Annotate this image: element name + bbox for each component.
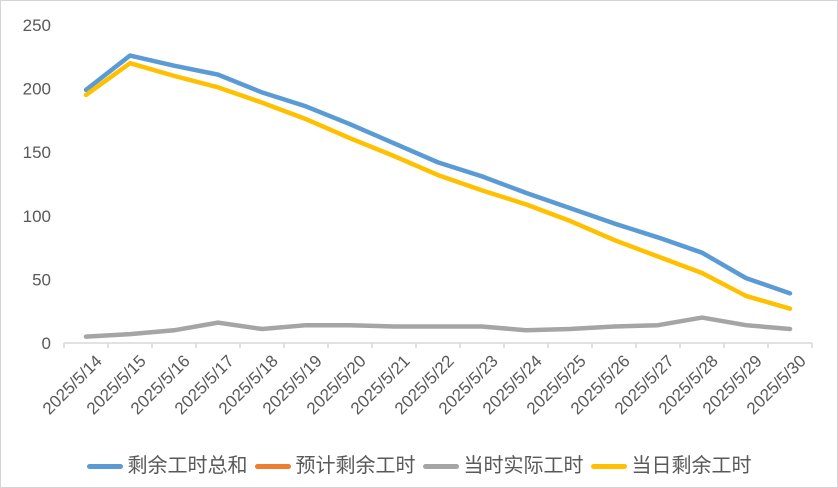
series-line-3 <box>83 60 793 311</box>
y-axis-label: 200 <box>23 80 51 99</box>
legend-swatch-icon <box>590 463 627 469</box>
legend-label: 当时实际工时 <box>463 455 584 477</box>
legend-item-3: 当日剩余工时 <box>590 455 752 477</box>
legend-label: 当日剩余工时 <box>631 455 752 477</box>
legend-item-0: 剩余工时总和 <box>86 455 248 477</box>
legend-item-1: 预计剩余工时 <box>254 455 416 477</box>
y-axis-label: 50 <box>32 270 51 289</box>
y-axis-label: 150 <box>23 143 51 162</box>
legend-item-2: 当时实际工时 <box>422 455 584 477</box>
legend-swatch-icon <box>254 463 291 469</box>
y-axis-label: 0 <box>42 334 51 353</box>
series-line-2 <box>83 315 793 339</box>
y-axis-label: 100 <box>23 207 51 226</box>
legend-label: 剩余工时总和 <box>127 455 248 477</box>
y-axis-label: 250 <box>23 16 51 35</box>
chart-legend: 剩余工时总和 预计剩余工时 当时实际工时 当日剩余工时 <box>1 456 837 476</box>
legend-swatch-icon <box>86 463 123 469</box>
series-line-0 <box>83 53 793 296</box>
legend-label: 预计剩余工时 <box>295 455 416 477</box>
legend-swatch-icon <box>422 463 459 469</box>
